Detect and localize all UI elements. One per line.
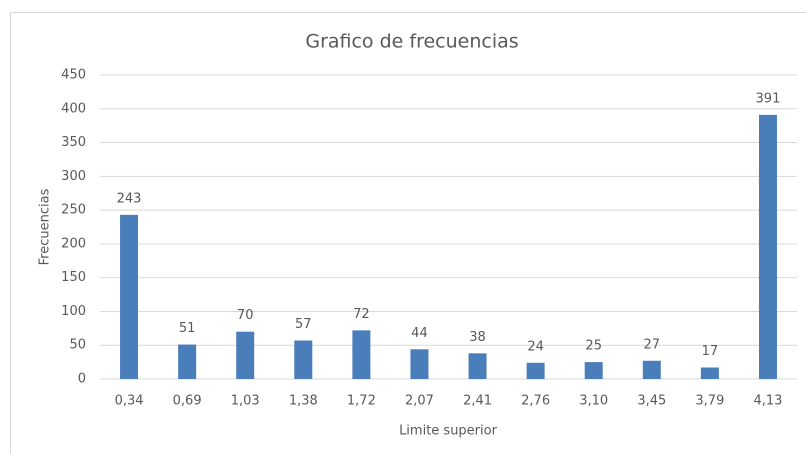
- data-label: 243: [117, 191, 142, 206]
- x-axis-label: Limite superior: [399, 424, 498, 439]
- bar: [584, 362, 603, 379]
- x-tick-label: 0,34: [115, 394, 144, 409]
- chart-title: Grafico de frecuencias: [305, 31, 518, 53]
- x-tick-label: 1,72: [347, 394, 376, 409]
- bar: [526, 362, 545, 379]
- x-tick-label: 2,41: [463, 394, 492, 409]
- data-label: 17: [702, 344, 719, 359]
- y-tick-label: 50: [69, 338, 86, 353]
- data-label: 25: [585, 339, 602, 354]
- data-label: 72: [353, 307, 370, 322]
- bar: [178, 344, 197, 379]
- y-tick-label: 300: [61, 169, 86, 184]
- bar: [236, 331, 255, 379]
- x-tick-label: 3,10: [579, 394, 608, 409]
- data-label: 51: [179, 321, 196, 336]
- data-label: 70: [237, 308, 254, 323]
- data-label: 24: [527, 339, 544, 354]
- bar: [700, 367, 719, 379]
- data-label: 38: [469, 330, 486, 345]
- chart-frame: [10, 12, 806, 454]
- x-tick-label: 1,03: [231, 394, 260, 409]
- y-tick-label: 200: [61, 236, 86, 251]
- x-tick-label: 2,76: [521, 394, 550, 409]
- data-label: 57: [295, 317, 312, 332]
- y-tick-label: 250: [61, 203, 86, 218]
- y-tick-label: 100: [61, 304, 86, 319]
- bar: [468, 353, 487, 379]
- y-tick-label: 0: [78, 372, 86, 387]
- bar: [294, 340, 313, 379]
- data-label: 391: [756, 91, 781, 106]
- x-tick-label: 3,45: [637, 394, 666, 409]
- x-tick-label: 0,69: [173, 394, 202, 409]
- y-tick-label: 350: [61, 135, 86, 150]
- x-tick-label: 2,07: [405, 394, 434, 409]
- bar: [758, 114, 777, 379]
- y-tick-label: 450: [61, 68, 86, 83]
- data-label: 44: [411, 326, 428, 341]
- bar: [410, 349, 429, 379]
- bar: [352, 330, 371, 379]
- y-tick-label: 150: [61, 270, 86, 285]
- y-axis-label: Frecuencias: [38, 188, 53, 265]
- bar: [120, 214, 139, 379]
- y-tick-label: 400: [61, 101, 86, 116]
- x-tick-label: 3,79: [695, 394, 724, 409]
- x-tick-label: 4,13: [753, 394, 782, 409]
- bar: [642, 360, 661, 379]
- x-tick-label: 1,38: [289, 394, 318, 409]
- data-label: 27: [644, 337, 661, 352]
